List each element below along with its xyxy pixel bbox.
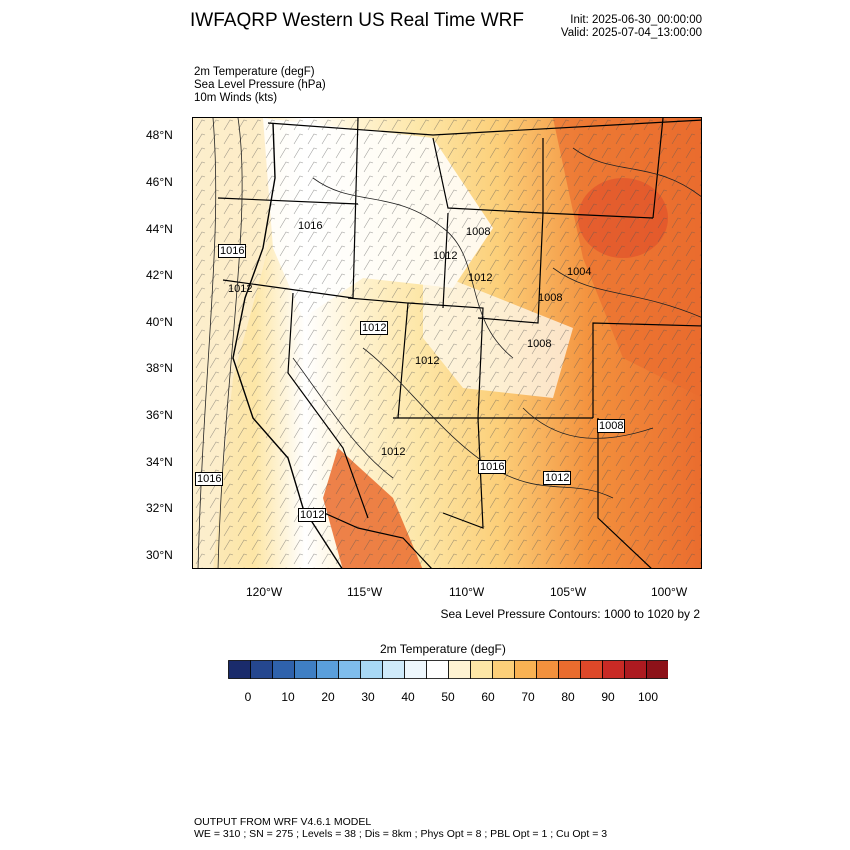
colorbar-tick-label: 100 [637,690,659,704]
boundaries [217,118,701,568]
border-az-nm [442,417,484,529]
colorbar-swatch [646,660,668,679]
colorbar-swatch [514,660,537,679]
pressure-label: 1012 [433,250,458,262]
pressure-label: 1016 [218,244,247,258]
colorbar-swatch [316,660,339,679]
border-ca-or [222,279,354,299]
colorbar-title: 2m Temperature (degF) [380,642,506,656]
colorbar-tick-label: 10 [281,690,295,704]
pressure-label: 1008 [538,292,563,304]
pressure-label: 1012 [298,508,327,522]
pressure-label: 1012 [228,283,253,295]
coastline [232,122,343,568]
border-id-west [352,118,359,299]
border-tx [597,418,652,568]
colorbar-swatch [272,660,295,679]
border-ks [592,322,701,418]
lon-label: 110°W [449,585,485,599]
weather-map [192,117,702,569]
colorbar-swatch [228,660,251,679]
colorbar [228,660,668,679]
model-footer: OUTPUT FROM WRF V4.6.1 MODEL WE = 310 ; … [194,816,607,840]
pressure-label: 1016 [195,472,224,486]
pressure-label: 1008 [527,338,552,350]
init-valid-times: Init: 2025-06-30_00:00:00 Valid: 2025-07… [561,14,702,40]
map-canvas [193,118,701,568]
colorbar-swatch [382,660,405,679]
border-ca-nv [287,292,369,519]
colorbar-swatch [602,660,625,679]
border-mt-wy [432,137,544,214]
pressure-label: 1008 [597,419,626,433]
colorbar-swatch [492,660,515,679]
border-wy-co [477,212,544,324]
colorbar-swatch [470,660,493,679]
border-ut-co [407,302,484,419]
colorbar-swatch [624,660,647,679]
colorbar-tick-label: 70 [521,690,535,704]
contour-note: Sea Level Pressure Contours: 1000 to 102… [440,607,701,621]
pressure-label: 1004 [567,266,592,278]
lon-label: 100°W [651,585,688,599]
pressure-label: 1012 [468,272,493,284]
colorbar-tick-label: 20 [321,690,335,704]
field-winds: 10m Winds (kts) [194,92,278,104]
colorbar-swatch [250,660,273,679]
map-title: IWFAQRP Western US Real Time WRF [190,10,524,31]
pressure-label: 1012 [381,446,406,458]
pressure-label: 1012 [543,471,572,485]
colorbar-tick-label: 40 [401,690,415,704]
field-pressure: Sea Level Pressure (hPa) [194,79,326,91]
field-list: 2m Temperature (degF) Sea Level Pressure… [194,66,326,105]
border-nd-mn [652,118,664,219]
colorbar-swatch [360,660,383,679]
footer-config: WE = 310 ; SN = 275 ; Levels = 38 ; Dis … [194,828,608,840]
lon-label: 120°W [246,585,283,599]
colorbar-swatch [558,660,581,679]
lat-label: 46°N [146,175,173,189]
pressure-label: 1012 [415,355,440,367]
colorbar-tick-label: 80 [561,690,575,704]
lat-label: 32°N [146,501,173,515]
colorbar-tick-label: 30 [361,690,375,704]
lat-label: 34°N [146,455,173,469]
colorbar-tick-label: 90 [601,690,615,704]
mexico-border [312,507,432,568]
colorbar-swatch [536,660,559,679]
colorbar-swatch [448,660,471,679]
init-time: Init: 2025-06-30_00:00:00 [570,14,702,26]
border-id-wy [442,212,449,309]
colorbar-swatch [338,660,361,679]
pressure-label: 1012 [360,321,389,335]
colorbar-swatch [580,660,603,679]
lat-label: 30°N [146,548,173,562]
colorbar-tick-label: 0 [244,690,252,704]
pressure-label: 1016 [478,460,507,474]
border-or-wa [217,197,359,205]
valid-time: Valid: 2025-07-04_13:00:00 [560,27,702,39]
lon-label: 105°W [550,585,587,599]
lat-label: 48°N [146,128,173,142]
lon-label: 115°W [347,585,383,599]
border-mt-sd [542,138,654,219]
canada-border [267,119,701,136]
pressure-label: 1008 [466,226,491,238]
colorbar-swatch [404,660,427,679]
lat-label: 38°N [146,361,173,375]
colorbar-tick-label: 60 [481,690,495,704]
lat-label: 44°N [146,222,173,236]
field-temperature: 2m Temperature (degF) [194,66,315,78]
colorbar-swatch [426,660,449,679]
colorbar-swatch [294,660,317,679]
wind-barbs [193,118,701,568]
lat-label: 36°N [146,408,173,422]
colorbar-tick-label: 50 [441,690,455,704]
pressure-label: 1016 [298,220,323,232]
footer-model: OUTPUT FROM WRF V4.6.1 MODEL [194,816,372,828]
lat-label: 42°N [146,268,173,282]
lat-label: 40°N [146,315,173,329]
